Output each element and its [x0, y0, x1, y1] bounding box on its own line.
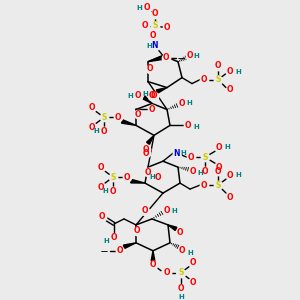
- Text: O: O: [135, 91, 141, 100]
- Text: O: O: [227, 67, 233, 76]
- Text: O: O: [201, 181, 207, 190]
- Text: O: O: [98, 183, 104, 192]
- Text: H: H: [102, 188, 108, 194]
- Text: O: O: [111, 233, 117, 242]
- Text: O: O: [144, 4, 150, 13]
- Text: O: O: [216, 143, 222, 152]
- Polygon shape: [151, 251, 155, 261]
- Text: O: O: [187, 51, 193, 60]
- Text: S: S: [152, 21, 158, 30]
- Text: O: O: [142, 21, 148, 30]
- Text: —: —: [178, 55, 184, 61]
- Text: N: N: [152, 41, 158, 50]
- Text: O: O: [202, 167, 208, 176]
- Text: O: O: [163, 53, 169, 62]
- Polygon shape: [147, 135, 154, 144]
- Polygon shape: [156, 88, 167, 93]
- Text: O: O: [143, 145, 149, 154]
- Text: O: O: [185, 121, 191, 130]
- Text: S: S: [202, 153, 208, 162]
- Text: O: O: [164, 268, 170, 277]
- Text: O: O: [89, 123, 95, 132]
- Text: O: O: [155, 172, 161, 182]
- Text: O: O: [179, 99, 185, 108]
- Text: O: O: [149, 105, 155, 114]
- Text: O: O: [141, 206, 148, 215]
- Text: O: O: [150, 91, 157, 100]
- Text: H: H: [193, 124, 199, 130]
- Text: —: —: [100, 248, 107, 254]
- Text: H: H: [146, 43, 152, 49]
- Text: O: O: [227, 171, 233, 180]
- Text: H: H: [197, 170, 203, 176]
- Text: H: H: [180, 150, 186, 156]
- Text: H: H: [235, 172, 241, 178]
- Text: O: O: [99, 212, 105, 221]
- Text: H: H: [193, 53, 199, 59]
- Text: O: O: [152, 9, 158, 18]
- Text: O: O: [177, 228, 183, 237]
- Text: H: H: [224, 144, 230, 150]
- Text: O: O: [134, 226, 140, 236]
- Text: O: O: [98, 163, 104, 172]
- Text: H: H: [103, 238, 109, 244]
- Text: S: S: [101, 113, 107, 122]
- Text: O: O: [117, 246, 123, 255]
- Text: O: O: [150, 31, 156, 40]
- Text: O: O: [227, 85, 233, 94]
- Polygon shape: [168, 225, 177, 230]
- Text: O: O: [215, 167, 221, 176]
- Text: O: O: [190, 167, 196, 176]
- Text: H: H: [93, 128, 99, 134]
- Text: H: H: [187, 250, 193, 256]
- Text: O: O: [150, 260, 156, 269]
- Text: O: O: [143, 149, 149, 158]
- Text: O: O: [110, 187, 116, 196]
- Polygon shape: [131, 179, 145, 183]
- Text: O: O: [164, 23, 170, 32]
- Text: O: O: [115, 113, 121, 122]
- Polygon shape: [122, 120, 136, 125]
- Polygon shape: [148, 56, 163, 62]
- Text: O: O: [179, 246, 185, 255]
- Text: S: S: [110, 172, 116, 182]
- Text: O: O: [188, 153, 194, 162]
- Text: S: S: [178, 268, 184, 277]
- Text: O: O: [227, 193, 233, 202]
- Text: O: O: [124, 172, 130, 182]
- Text: O: O: [89, 103, 95, 112]
- Text: S: S: [215, 181, 221, 190]
- Text: O: O: [149, 91, 155, 100]
- Text: H: H: [127, 92, 133, 98]
- Text: O: O: [190, 278, 196, 287]
- Text: O: O: [147, 64, 153, 73]
- Text: O: O: [190, 258, 196, 267]
- Text: H: H: [149, 174, 155, 180]
- Text: N: N: [174, 149, 180, 158]
- Text: S: S: [215, 75, 221, 84]
- Text: O: O: [144, 168, 151, 177]
- Text: H: H: [171, 208, 177, 214]
- Polygon shape: [143, 96, 152, 103]
- Text: O: O: [201, 75, 207, 84]
- Text: H: H: [142, 91, 148, 97]
- Text: O: O: [101, 127, 107, 136]
- Text: H: H: [235, 69, 241, 75]
- Text: O: O: [216, 163, 222, 172]
- Text: H: H: [178, 293, 184, 299]
- Text: O: O: [135, 110, 141, 119]
- Polygon shape: [123, 243, 136, 248]
- Text: H: H: [186, 100, 192, 106]
- Text: H: H: [136, 5, 142, 11]
- Text: O: O: [215, 61, 221, 70]
- Text: O: O: [178, 284, 184, 293]
- Text: O: O: [164, 206, 170, 215]
